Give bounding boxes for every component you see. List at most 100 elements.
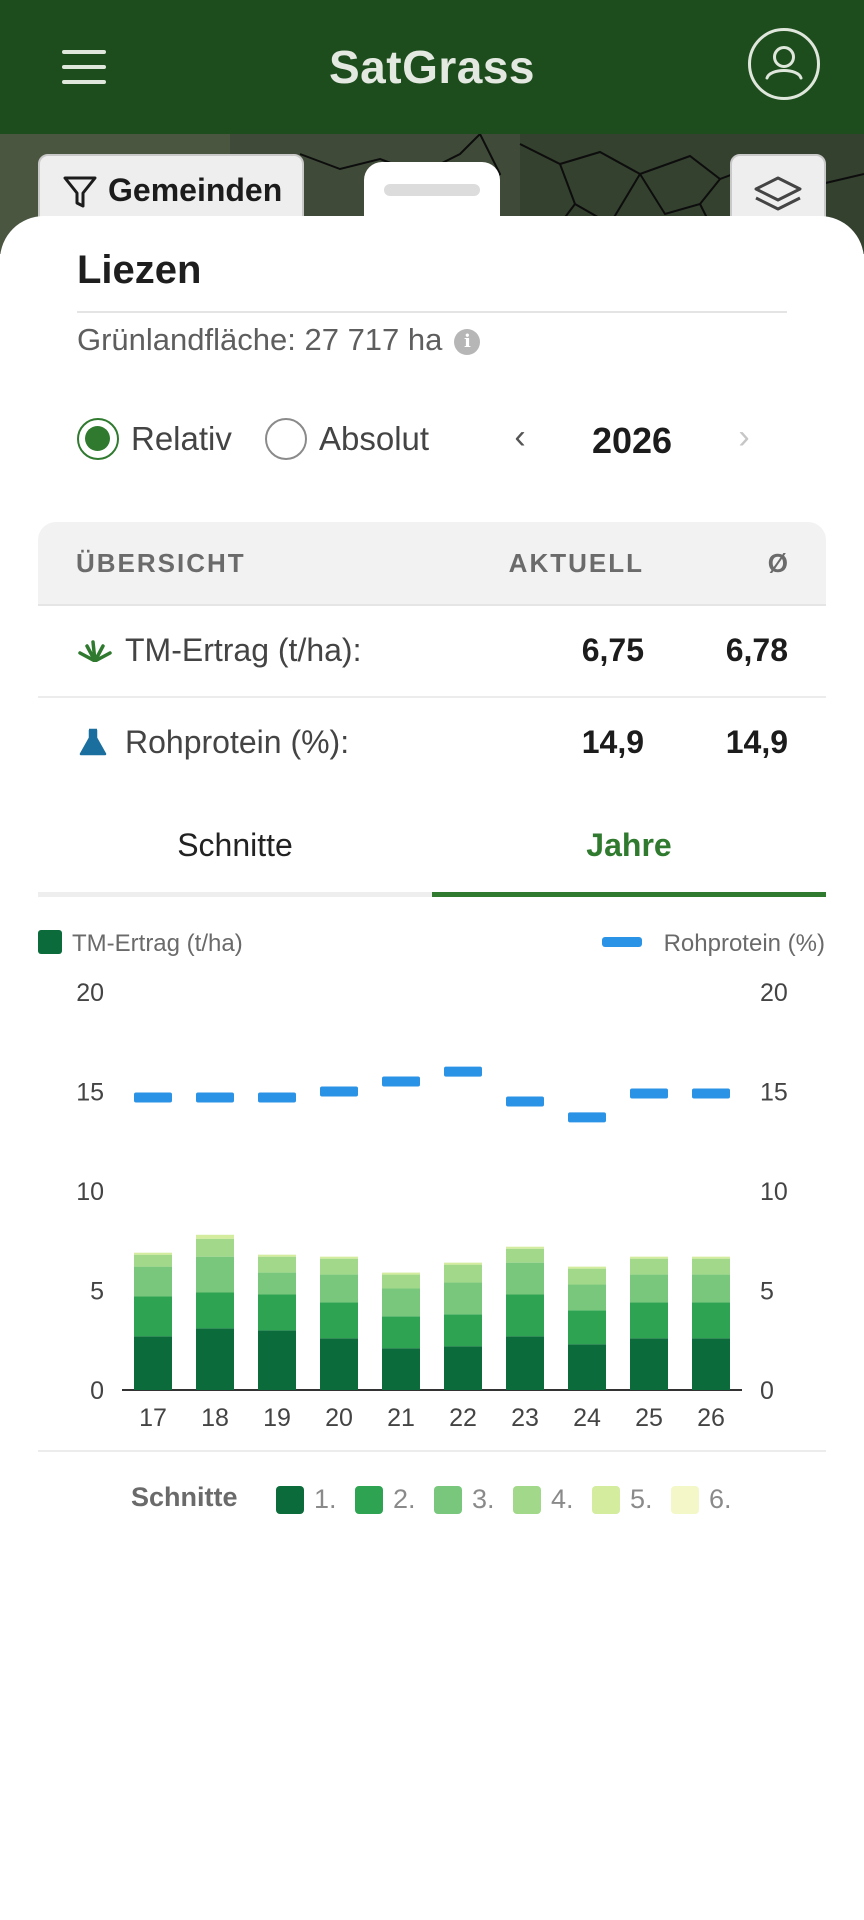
bar-segment (382, 1272, 420, 1275)
y-tick-label-right: 20 (760, 979, 788, 1007)
user-account-button[interactable] (748, 28, 820, 100)
relative-radio[interactable]: Relativ (77, 414, 237, 464)
bar-segment (692, 1302, 730, 1339)
protein-average: 14,9 (725, 724, 788, 760)
chart-tabs: Schnitte Jahre (38, 810, 826, 897)
bar-segment (630, 1258, 668, 1275)
bar-segment (320, 1338, 358, 1390)
bar-segment (320, 1274, 358, 1303)
bar-segment (444, 1314, 482, 1347)
rp-legend-swatch (602, 937, 642, 947)
overview-header: ÜBERSICHT AKTUELL Ø (38, 522, 826, 606)
absolute-radio-circle[interactable] (265, 418, 307, 460)
bar-segment (506, 1262, 544, 1295)
cut-2-swatch (355, 1486, 383, 1514)
protein-marker (196, 1092, 234, 1103)
bar-segment (196, 1292, 234, 1329)
y-tick-label-right: 0 (760, 1377, 774, 1405)
bar-segment (320, 1302, 358, 1339)
protein-label: Rohprotein (%): (125, 724, 350, 760)
drag-handle[interactable] (384, 184, 480, 196)
bar-segment (444, 1264, 482, 1283)
active-tab-indicator (432, 892, 826, 897)
table-row: Rohprotein (%): 14,9 14,9 (38, 698, 826, 788)
bar-segment (258, 1272, 296, 1295)
y-tick-label-left: 15 (76, 1079, 104, 1107)
x-tick-label: 23 (511, 1404, 539, 1432)
user-icon (765, 46, 803, 80)
bar-segment (568, 1344, 606, 1390)
absolute-radio[interactable]: Absolut (265, 414, 445, 464)
protein-marker (630, 1088, 668, 1099)
bar-segment (258, 1330, 296, 1390)
absolute-radio-label: Absolut (319, 420, 430, 457)
cut-legend-label: 6. (709, 1484, 732, 1514)
bar-segment (258, 1256, 296, 1273)
cuts-legend: Schnitte 1. 2. 3. 4. 5. 6. (0, 1476, 864, 1526)
filter-label: Gemeinden (108, 172, 283, 208)
x-tick-label: 17 (139, 1404, 167, 1432)
bar-segment (196, 1256, 234, 1293)
bar-segment (134, 1266, 172, 1297)
tab-jahre[interactable]: Jahre (586, 827, 672, 863)
bar-segment (258, 1254, 296, 1257)
layers-icon (754, 176, 802, 211)
bar-segment (196, 1234, 234, 1239)
bar-segment (196, 1238, 234, 1257)
overview-table: ÜBERSICHT AKTUELL Ø TM-Ertrag (t/ha): 6,… (38, 522, 826, 788)
bar-segment (568, 1266, 606, 1269)
bar-segment (320, 1256, 358, 1259)
bar-segment (382, 1288, 420, 1317)
bar-segment (630, 1256, 668, 1259)
cut-5-swatch (592, 1486, 620, 1514)
tm-yield-average: 6,78 (725, 632, 788, 668)
relative-radio-circle[interactable] (77, 418, 119, 460)
cut-legend-label: 1. (314, 1484, 337, 1514)
bar-segment (630, 1274, 668, 1303)
y-tick-label-right: 15 (760, 1079, 788, 1107)
y-tick-label-left: 5 (90, 1278, 104, 1306)
bar-segment (382, 1316, 420, 1349)
x-tick-label: 20 (325, 1404, 353, 1432)
cut-4-swatch (513, 1486, 541, 1514)
table-row: TM-Ertrag (t/ha): 6,75 6,78 (38, 606, 826, 698)
protein-marker (320, 1086, 358, 1097)
cut-legend-label: 2. (393, 1484, 416, 1514)
bar-segment (692, 1274, 730, 1303)
chevron-left-icon[interactable]: ‹ (514, 418, 526, 456)
bar-segment (506, 1248, 544, 1263)
bar-segment (568, 1268, 606, 1285)
x-tick-label: 24 (573, 1404, 601, 1432)
cut-6-swatch (671, 1486, 699, 1514)
overview-title: ÜBERSICHT (76, 548, 246, 578)
y-tick-label-right: 5 (760, 1278, 774, 1306)
cuts-legend-title: Schnitte (131, 1482, 238, 1512)
protein-marker (382, 1076, 420, 1087)
grass-icon (78, 640, 112, 662)
relative-radio-label: Relativ (131, 420, 232, 457)
bar-segment (444, 1262, 482, 1265)
menu-icon[interactable] (62, 48, 108, 86)
bar-segment (506, 1246, 544, 1249)
bar-segment (692, 1338, 730, 1390)
protein-marker (568, 1112, 606, 1123)
bar-segment (630, 1302, 668, 1339)
bar-segment (506, 1294, 544, 1337)
cut-legend-label: 5. (630, 1484, 653, 1514)
chart-divider (38, 1450, 826, 1452)
bar-segment (692, 1258, 730, 1275)
chevron-right-icon[interactable]: › (738, 418, 750, 456)
grassland-area: Grünlandfläche: 27 717 ha i (77, 322, 481, 358)
info-icon[interactable]: i (454, 329, 481, 355)
region-title: Liezen (77, 248, 202, 292)
tab-schnitte[interactable]: Schnitte (177, 827, 293, 863)
bar-segment (134, 1252, 172, 1255)
region-details-sheet: Liezen Grünlandfläche: 27 717 ha i Relati… (0, 216, 864, 1920)
y-tick-label-right: 10 (760, 1178, 788, 1206)
x-tick-label: 22 (449, 1404, 477, 1432)
cut-legend-label: 4. (551, 1484, 574, 1514)
current-header: AKTUELL (508, 548, 644, 578)
bar-segment (134, 1296, 172, 1337)
average-header: Ø (767, 548, 788, 578)
bar-segment (134, 1336, 172, 1390)
